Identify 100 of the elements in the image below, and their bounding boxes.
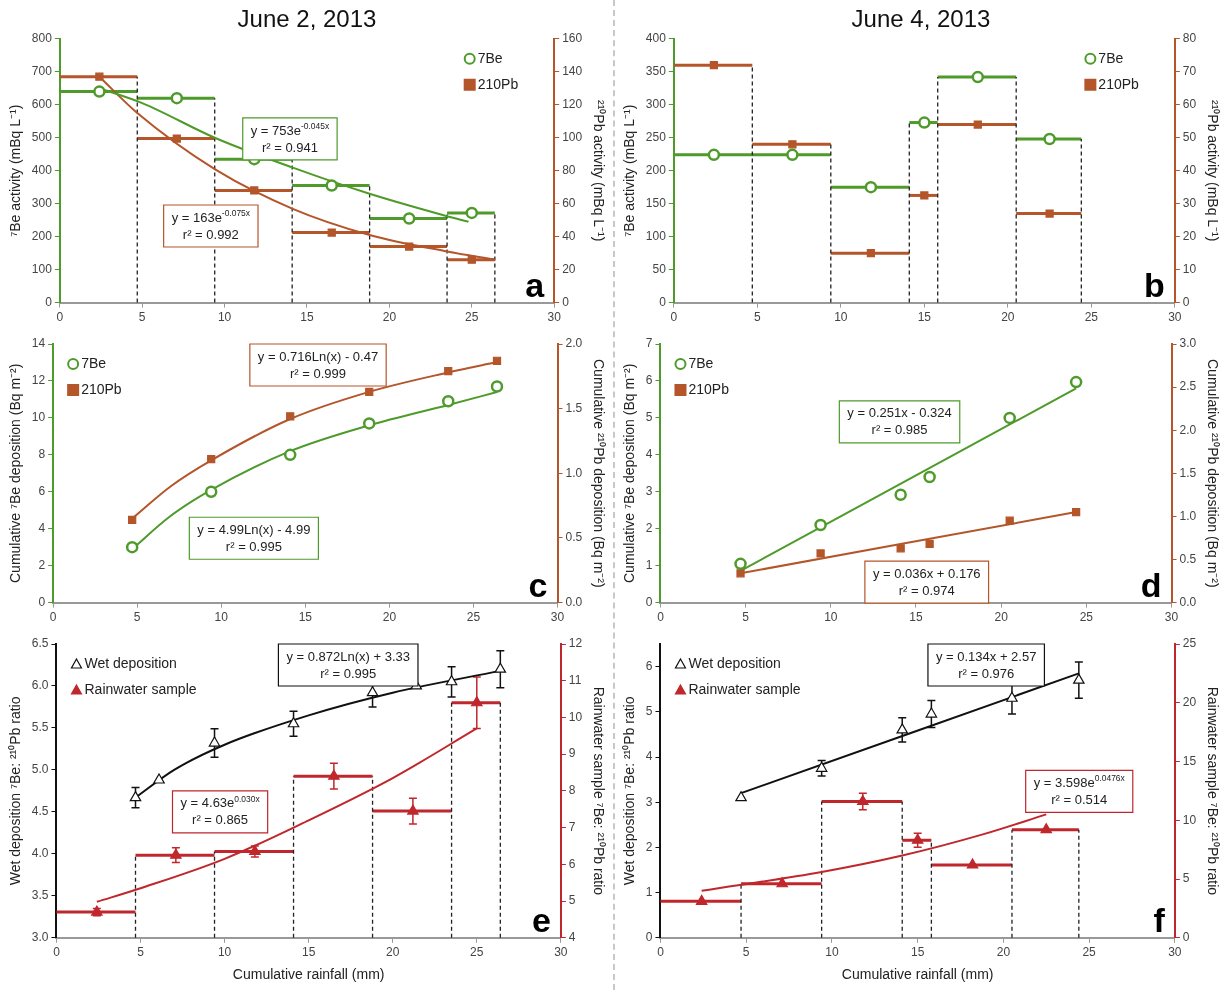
x-tick-label: 5 [133, 610, 141, 625]
x-tick-label: 15 [300, 310, 314, 325]
y-tick-label: 5.0 [31, 762, 49, 777]
point [208, 736, 221, 747]
y-tick-label: 0 [645, 594, 653, 609]
legend-label: Rainwater sample [688, 680, 801, 697]
y2-tick-label: 160 [562, 31, 583, 46]
y-tick-label: 500 [31, 130, 53, 145]
x-tick-label: 20 [386, 945, 400, 960]
point [925, 707, 938, 718]
x-tick-label: 10 [214, 610, 229, 625]
y-axis-title: ⁷Be activity (mBq L⁻¹) [621, 104, 638, 237]
point [695, 894, 708, 905]
point [492, 356, 502, 365]
point [1003, 411, 1016, 425]
point [362, 417, 376, 430]
y-axis-title: Cumulative ⁷Be deposition (Bq m⁻²) [7, 363, 24, 583]
y2-tick-label: 70 [1182, 64, 1197, 79]
y-tick-label: 0 [45, 294, 53, 309]
point [204, 485, 218, 499]
x-tick-label: 20 [382, 610, 397, 625]
point [966, 858, 979, 869]
point [407, 804, 419, 815]
x-tick-label: 5 [742, 945, 750, 960]
x-tick-label: 0 [56, 310, 64, 325]
point [925, 539, 934, 549]
y2-tick-label: 80 [1182, 31, 1197, 46]
x-axis-title: Cumulative rainfall (mm) [232, 966, 385, 983]
point [170, 91, 184, 105]
point [709, 61, 719, 70]
series-label: y = 4.99Ln(x) - 4.99 r² = 0.995 [197, 521, 311, 554]
point [207, 454, 216, 464]
y2-tick-label: 1.0 [1179, 508, 1197, 523]
point [283, 448, 297, 462]
x-tick-label: 30 [1168, 310, 1182, 325]
point [490, 380, 504, 393]
point [971, 70, 985, 84]
y-tick-label: 3 [645, 794, 653, 809]
y-tick-label: 5 [645, 410, 653, 425]
y2-tick-label: 20 [1182, 695, 1197, 710]
y2-tick-label: 0 [1182, 294, 1190, 309]
x-tick-label: 10 [217, 945, 232, 960]
legend-label: 7Be [477, 49, 503, 66]
y2-axis-title: ²¹⁰Pb activity (mBq L⁻¹) [1204, 99, 1221, 242]
point [405, 242, 414, 251]
point [734, 557, 747, 571]
point [93, 85, 106, 98]
series-label: y = 0.716Ln(x) - 0.47 r² = 0.999 [257, 348, 379, 381]
point [918, 116, 931, 129]
point [896, 723, 909, 734]
y-tick-label: 4.5 [31, 804, 49, 819]
y2-tick-label: 30 [1182, 195, 1197, 210]
x-tick-label: 5 [753, 310, 761, 325]
point [1005, 516, 1014, 525]
point [911, 833, 924, 844]
annotation: a [525, 265, 546, 304]
y2-tick-label: 20 [1182, 228, 1197, 243]
y2-tick-label: 50 [1182, 130, 1197, 145]
y2-tick-label: 25 [1182, 636, 1197, 651]
legend-label: 210Pb [477, 75, 519, 92]
y2-tick-label: 7 [568, 819, 576, 834]
y2-tick-label: 0 [1182, 930, 1190, 945]
y-tick-label: 600 [31, 97, 53, 112]
x-tick-label: 15 [298, 610, 313, 625]
y-tick-label: 0 [38, 594, 46, 609]
x-tick-label: 5 [138, 310, 146, 325]
series-label: y = 0.036x + 0.176 r² = 0.974 [872, 565, 981, 598]
y2-tick-label: 5 [1182, 871, 1190, 886]
point [444, 367, 453, 376]
point [467, 255, 476, 264]
point [1069, 375, 1083, 389]
y-tick-label: 0 [645, 930, 653, 945]
point [866, 249, 876, 258]
y-tick-label: 700 [31, 64, 53, 79]
series-label: y = 0.872Ln(x) + 3.33 r² = 0.995 [286, 648, 410, 681]
y-axis-title: Wet deposition ⁷Be: ²¹⁰Pb ratio [7, 696, 24, 886]
x-tick-label: 30 [547, 310, 562, 325]
y-tick-label: 200 [645, 163, 667, 178]
legend-label: Wet deposition [688, 654, 781, 671]
point [776, 877, 789, 888]
point [923, 470, 936, 484]
y-tick-label: 200 [31, 228, 53, 243]
y2-tick-label: 0.5 [565, 530, 583, 545]
legend-label: Wet deposition [84, 654, 177, 671]
series-label: y = 0.251x - 0.324 r² = 0.985 [847, 405, 952, 438]
point [366, 686, 379, 697]
x-tick-label: 25 [465, 310, 479, 325]
y-tick-label: 12 [31, 373, 46, 388]
annotation: b [1144, 265, 1165, 304]
point [707, 148, 721, 162]
legend-label: 210Pb [688, 380, 730, 397]
point [920, 191, 929, 200]
y2-tick-label: 12 [568, 636, 583, 651]
y2-axis-title: Cumulative ²¹⁰Pb deposition (Bq m⁻²) [590, 358, 607, 588]
y-tick-label: 4 [645, 749, 653, 764]
y2-tick-label: 100 [562, 130, 583, 145]
y2-tick-label: 11 [568, 673, 582, 688]
point [470, 696, 483, 707]
y-tick-label: 2 [38, 557, 46, 572]
x-tick-label: 25 [470, 945, 484, 960]
